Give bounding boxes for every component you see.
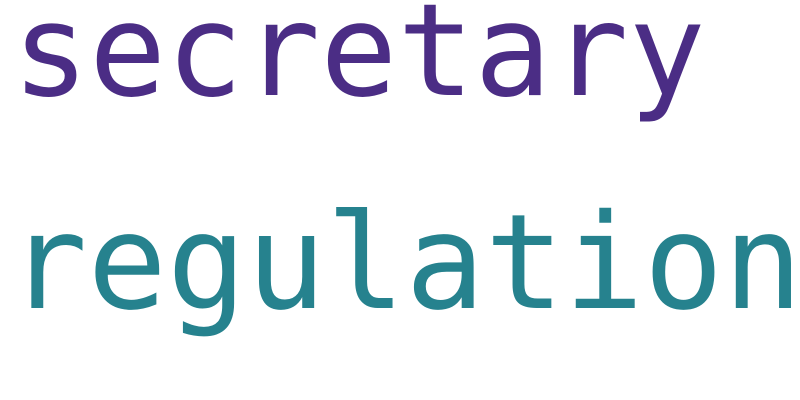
word-secretary: secretary [12, 0, 706, 126]
word-regulations: regulations [8, 186, 800, 340]
